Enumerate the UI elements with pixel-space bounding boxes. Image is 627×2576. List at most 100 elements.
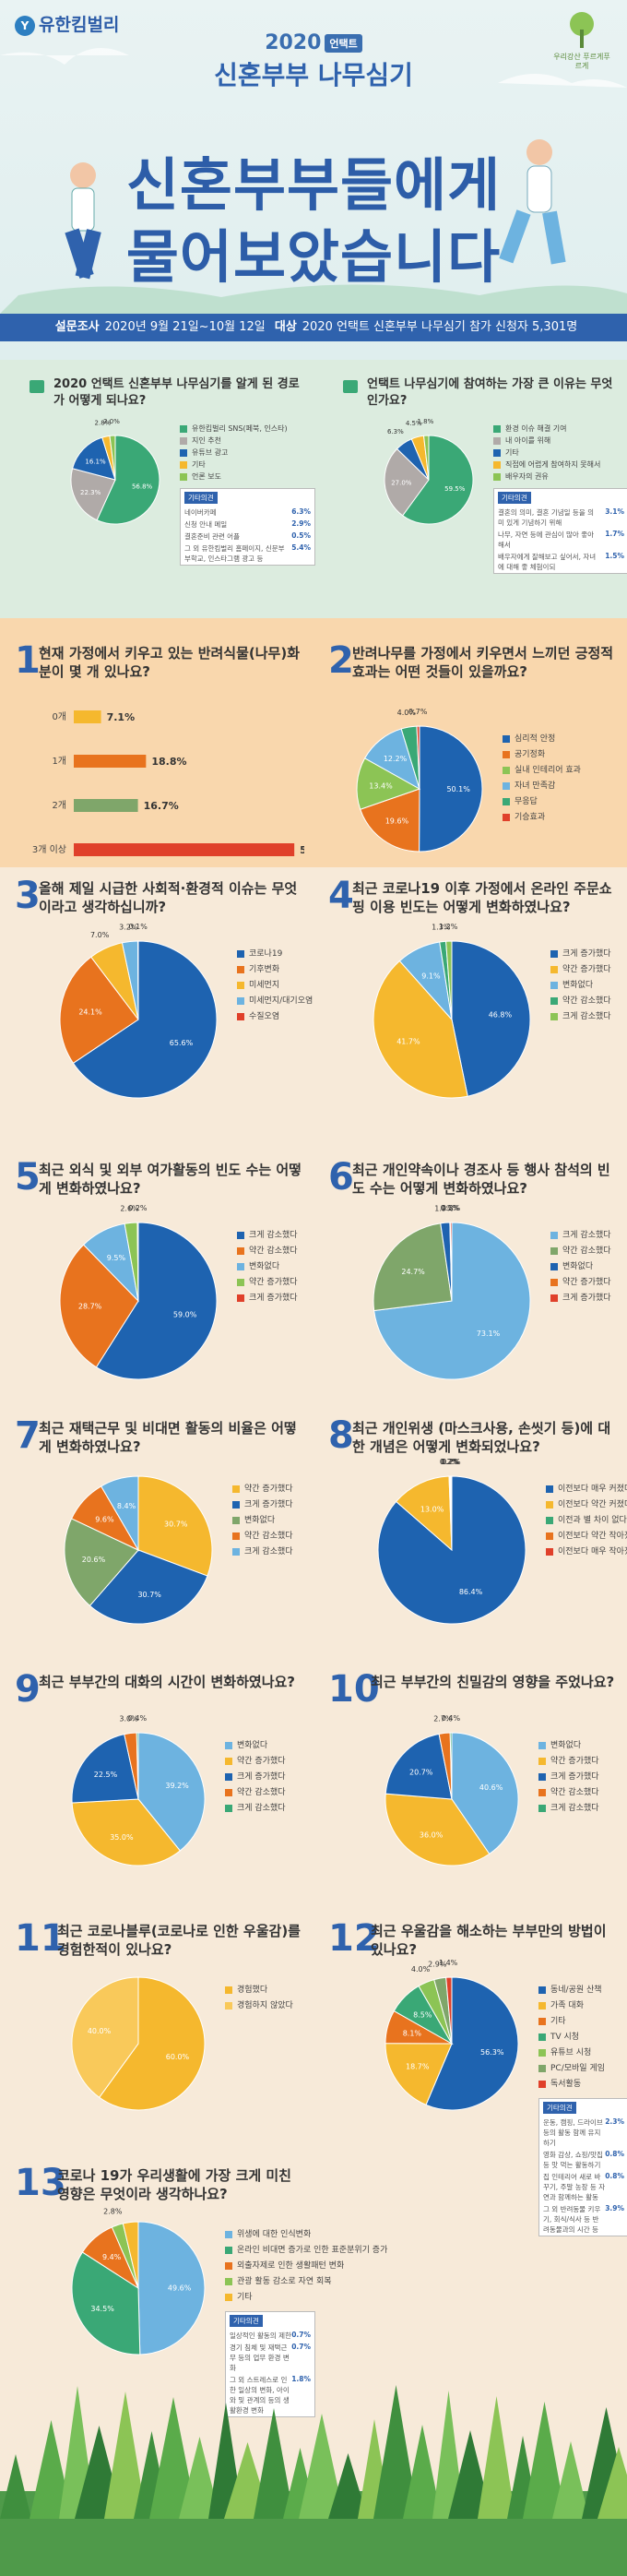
pie-value-label: 1.8% bbox=[417, 418, 433, 425]
legend-item: 실내 인테리어 효과 bbox=[503, 763, 627, 779]
legend-label: 미세먼지/대기오염 bbox=[249, 996, 314, 1006]
tree-icon bbox=[597, 2447, 627, 2519]
legend-item: 이전보다 약간 작아졌다 bbox=[546, 1529, 627, 1544]
question-number: 7 bbox=[15, 1414, 41, 1457]
legend-swatch bbox=[225, 1741, 232, 1749]
groom-figure-icon bbox=[70, 162, 96, 188]
pie-slice bbox=[401, 435, 474, 525]
legend-item: 약간 감소했다 bbox=[232, 1529, 318, 1544]
legend-label: 기타 bbox=[550, 2017, 566, 2026]
pie-value-label: 22.5% bbox=[94, 1771, 118, 1779]
tree-icon bbox=[478, 2396, 515, 2519]
legend-swatch bbox=[225, 2001, 232, 2010]
chart-legend: 동네/공원 산책 가족 대화 기타 TV 시청 유튜브 시청 PC/모바일 게임 독서활동 bbox=[538, 1983, 627, 2093]
legend-swatch bbox=[237, 1294, 244, 1302]
legend-label: 기타 bbox=[505, 448, 519, 457]
legend-swatch bbox=[232, 1532, 240, 1540]
pie-slice bbox=[96, 435, 160, 525]
pie-value-label: 40.6% bbox=[479, 1783, 503, 1792]
year-text: 2020 bbox=[265, 31, 322, 54]
legend-swatch bbox=[180, 448, 187, 457]
question-number: 8 bbox=[328, 1414, 354, 1457]
gift-icon bbox=[343, 380, 358, 393]
pie-value-label: 40.0% bbox=[88, 2027, 112, 2035]
legend-label: 이전보다 매우 작아졌다 bbox=[558, 1547, 627, 1556]
tree-icon bbox=[403, 2425, 442, 2519]
legend-label: 직접에 어렵게 참여하지 못해서 bbox=[505, 460, 601, 469]
pie-value-label: 8.5% bbox=[413, 2011, 432, 2020]
note-key: 배우자에게 잘해보고 싶어서, 자녀에 대해 좋 체험이되 bbox=[498, 553, 597, 571]
note-value: 2.3% bbox=[605, 2117, 624, 2126]
pie-value-label: 13.0% bbox=[420, 1505, 444, 1513]
opinion-note: 기타의견 네이버카페 6.3% 신청 안내 메일 2.9% 결혼준비 관련 어플 0.5% 그… bbox=[180, 488, 315, 566]
legend-label: 무응답 bbox=[515, 797, 538, 806]
survey-period: 2020년 9월 21일~10월 12일 bbox=[104, 320, 266, 334]
note-key: 경기 침체 및 재택근무 등의 업무 환경 변화 bbox=[230, 2343, 290, 2372]
tree-icon bbox=[373, 2385, 419, 2519]
legend-label: 기타 bbox=[192, 460, 206, 469]
chart-legend: 변화없다 약간 증가했다 크게 증가했다 약간 감소했다 크게 감소했다 bbox=[225, 1738, 318, 1817]
pie-value-label: 24.7% bbox=[401, 1268, 425, 1276]
brand-logo: Y 유한킴벌리 bbox=[15, 11, 119, 36]
note-value: 0.7% bbox=[291, 2331, 311, 2339]
pie-value-label: 1.9% bbox=[434, 1204, 454, 1212]
legend-swatch bbox=[550, 1278, 558, 1286]
legend-item: 내 아이를 위해 bbox=[493, 435, 627, 447]
pie-value-label: 3.0% bbox=[119, 1715, 138, 1723]
legend-label: 약간 감소했다 bbox=[562, 996, 611, 1006]
question-text: 최근 재택근무 및 비대면 활동의 비율은 어떻게 변화하였나요? bbox=[39, 1420, 297, 1455]
legend-swatch bbox=[503, 781, 510, 790]
legend-label: PC/모바일 게임 bbox=[550, 2064, 606, 2073]
legend-item: 기타 bbox=[538, 2014, 627, 2030]
note-key: 결혼준비 관련 어플 bbox=[184, 532, 240, 541]
note-key: 나무, 자연 등에 관심이 많아 좋아해서 bbox=[498, 531, 595, 549]
legend-swatch bbox=[237, 1278, 244, 1286]
pie-slice bbox=[137, 1475, 213, 1577]
legend-item: 크게 증가했다 bbox=[550, 1291, 627, 1306]
legend-label: 크게 감소했다 bbox=[562, 1231, 611, 1240]
legend-label: 지인 추천 bbox=[192, 436, 221, 445]
bar-chart: 0개 7.1% 1개 18.8% 2개 16.7% 3개 이상 57.4% bbox=[32, 710, 304, 856]
legend-item: 변화없다 bbox=[232, 1513, 318, 1529]
question-number: 3 bbox=[15, 875, 41, 917]
chart-legend: 변화없다 약간 증가했다 크게 증가했다 약간 감소했다 크게 감소했다 bbox=[538, 1738, 627, 1817]
question-number: 9 bbox=[15, 1668, 41, 1711]
tree-icon bbox=[299, 2414, 345, 2519]
legend-swatch bbox=[493, 436, 501, 445]
note-key: 그 외 유한킴벌리 홈페이지, 신문부부학교, 인스타그램 광고 등 bbox=[184, 544, 285, 563]
legend-item: 크게 감소했다 bbox=[550, 1009, 627, 1025]
note-title: 기타의견 bbox=[543, 2102, 576, 2114]
note-row: 그 외 반려동물 키우기, 회식/식사 등 반려동물과의 시간 등 3.9% bbox=[539, 2203, 627, 2236]
legend-label: 크게 증가했다 bbox=[562, 1294, 611, 1303]
legend-label: 자녀 만족감 bbox=[515, 781, 556, 791]
legend-swatch bbox=[180, 424, 187, 433]
chart-legend: 약간 증가했다 크게 증가했다 변화없다 약간 감소했다 크게 감소했다 bbox=[232, 1482, 318, 1560]
legend-swatch bbox=[225, 1804, 232, 1812]
tree-logo-icon bbox=[570, 12, 594, 48]
pie-slice bbox=[59, 956, 139, 1065]
question-text: 현재 가정에서 키우고 있는 반려식물(나무)화분이 몇 개 있나요? bbox=[39, 645, 301, 680]
legend-label: 약간 증가했다 bbox=[550, 1757, 599, 1766]
legend-item: 온라인 비대면 증가로 인한 표준분위기 증가 bbox=[225, 2243, 387, 2259]
pie-slice bbox=[445, 1976, 453, 2045]
legend-item: 이전보다 매우 커졌다 bbox=[546, 1482, 627, 1497]
legend-swatch bbox=[546, 1485, 553, 1493]
legend-item: 크게 증가했다 bbox=[237, 1291, 318, 1306]
bar-category-label: 2개 bbox=[52, 800, 66, 811]
legend-swatch bbox=[180, 460, 187, 469]
legend-label: 기후변화 bbox=[249, 965, 280, 974]
legend-swatch bbox=[503, 813, 510, 821]
chart-legend: 코로나19 기후변화 미세먼지 미세먼지/대기오염 수질오염 bbox=[237, 947, 318, 1025]
seal-text: 우리강산 푸르게푸르게 bbox=[553, 53, 610, 70]
legend-swatch bbox=[225, 2230, 232, 2238]
note-value: 0.7% bbox=[291, 2343, 311, 2351]
legend-item: 약간 감소했다 bbox=[237, 1244, 318, 1259]
groom-figure-icon bbox=[75, 229, 101, 280]
note-title: 기타의견 bbox=[184, 492, 218, 504]
legend-label: 이전보다 약간 커졌다 bbox=[558, 1500, 627, 1509]
bar-category-label: 3개 이상 bbox=[32, 844, 66, 855]
legend-swatch bbox=[546, 1516, 553, 1524]
question-text: 최근 부부간의 대화의 시간이 변화하였나요? bbox=[39, 1674, 295, 1690]
legend-item: 크게 감소했다 bbox=[232, 1544, 318, 1560]
legend-item: 무응답 bbox=[503, 794, 627, 810]
